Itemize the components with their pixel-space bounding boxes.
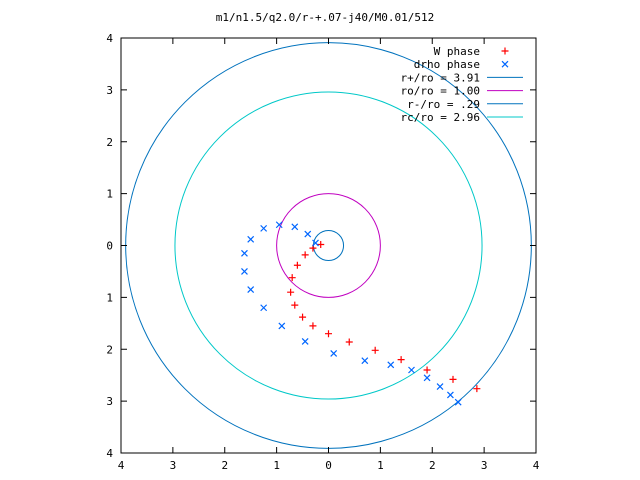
series-1-points [287, 240, 481, 393]
drho-phase-point [278, 322, 286, 330]
chart-title: m1/n1.5/q2.0/r-+.07-j40/M0.01/512 [216, 11, 435, 24]
drho-phase-point [260, 304, 268, 312]
w-phase-point [325, 330, 332, 338]
w-phase-point [293, 261, 301, 269]
w-phase-point [345, 338, 353, 346]
drho-phase-point [454, 398, 462, 406]
y-tick-label: 0 [106, 240, 113, 253]
w-phase-point [309, 322, 317, 330]
legend-label: r+/ro = 3.91 [401, 71, 480, 84]
x-tick-label: 3 [481, 459, 488, 472]
drho-phase-point [304, 230, 312, 238]
drho-phase-point [423, 374, 431, 382]
drho-phase-point [275, 221, 283, 229]
circle-2 [276, 193, 381, 298]
y-tick-label: 1 [106, 291, 113, 304]
y-tick-label: 4 [106, 447, 113, 460]
drho-phase-point [361, 357, 369, 365]
x-tick-label: 0 [325, 459, 332, 472]
drho-phase-point [247, 286, 255, 294]
w-phase-point [299, 313, 307, 321]
drho-phase-point [241, 268, 248, 275]
drho-phase-point [312, 239, 319, 247]
drho-phase-point [291, 223, 299, 231]
drho-phase-point [387, 361, 395, 369]
w-phase-point [317, 240, 325, 248]
w-phase-point [423, 366, 431, 374]
drho-phase-point [241, 249, 248, 257]
w-phase-point [473, 385, 481, 393]
w-phase-point [397, 356, 405, 364]
x-tick-label: 1 [273, 459, 280, 472]
x-tick-label: 2 [221, 459, 228, 472]
y-tick-label: 4 [106, 32, 113, 45]
w-phase-point [287, 288, 295, 296]
y-tick-label: 3 [106, 395, 113, 408]
legend-label: ro/ro = 1.00 [401, 85, 480, 98]
drho-phase-point [301, 338, 309, 345]
legend-label: r-/ro = .29 [407, 98, 480, 111]
drho-phase-point [408, 366, 415, 374]
y-tick-label: 1 [106, 188, 113, 201]
w-phase-point [291, 301, 299, 309]
x-tick-label: 1 [377, 459, 384, 472]
drho-phase-point [247, 235, 255, 243]
drho-phase-point [260, 224, 268, 232]
legend-label: drho phase [414, 58, 480, 71]
x-tick-label: 4 [118, 459, 125, 472]
w-phase-point [371, 346, 379, 354]
y-tick-label: 2 [106, 343, 113, 356]
drho-phase-point [330, 349, 338, 357]
x-tick-label: 3 [170, 459, 177, 472]
y-tick-label: 2 [106, 136, 113, 149]
w-phase-point [449, 375, 457, 383]
x-tick-label: 4 [533, 459, 540, 472]
w-phase-point [288, 274, 296, 282]
w-phase-point [301, 251, 309, 259]
legend-label: W phase [434, 45, 480, 58]
drho-phase-point [436, 383, 444, 391]
y-tick-label: 3 [106, 84, 113, 97]
series-2-points [241, 221, 462, 406]
circle-4 [174, 91, 483, 400]
legend-swatch-plus [501, 47, 509, 55]
drho-phase-point [446, 391, 454, 399]
x-tick-label: 2 [429, 459, 436, 472]
legend-swatch-cross [501, 60, 509, 68]
legend-label: rc/ro = 2.96 [401, 111, 480, 124]
